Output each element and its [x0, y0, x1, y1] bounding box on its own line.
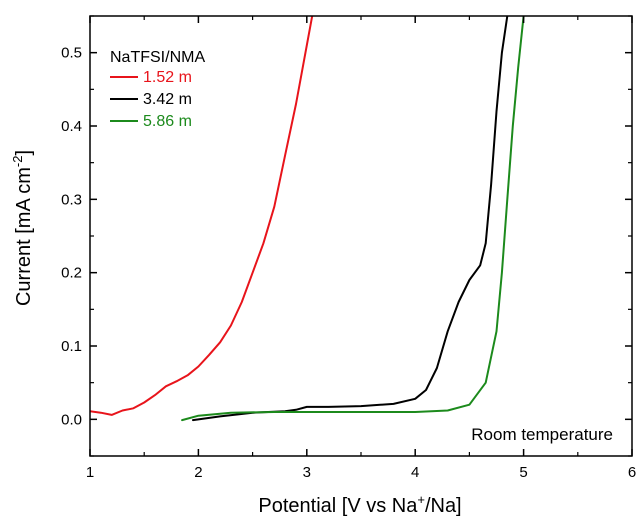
y-axis-label: Current [mA cm-2] — [10, 150, 35, 306]
x-tick-label: 3 — [303, 464, 311, 481]
axes: 1 2 3 4 5 6 0.0 0.1 0.2 0.3 0.4 0.5 — [61, 15, 636, 481]
series-group — [90, 16, 525, 422]
x-tick-label: 4 — [411, 464, 419, 481]
x-tick-label: 5 — [519, 464, 527, 481]
y-tick-label: 0.1 — [61, 338, 82, 355]
plot-area — [90, 16, 525, 422]
series-line-3 — [181, 16, 525, 422]
x-tick-label: 2 — [194, 464, 202, 481]
x-tick-label: 1 — [86, 464, 94, 481]
series-line-2 — [192, 16, 509, 422]
legend-label: 5.86 m — [143, 113, 192, 130]
y-tick-label: 0.0 — [61, 411, 82, 428]
legend-title: NaTFSI/NMA — [110, 49, 205, 66]
x-tick-label: 6 — [628, 464, 636, 481]
series-line-1 — [90, 16, 314, 416]
annotation-room-temperature: Room temperature — [471, 425, 613, 444]
y-tick-label: 0.5 — [61, 45, 82, 62]
x-axis-label: Potential [V vs Na+/Na] — [258, 492, 461, 517]
y-tick-label: 0.3 — [61, 191, 82, 208]
y-tick-label: 0.2 — [61, 265, 82, 282]
legend-label: 1.52 m — [143, 69, 192, 86]
legend: NaTFSI/NMA 1.52 m 3.42 m 5.86 m — [110, 49, 205, 130]
legend-label: 3.42 m — [143, 91, 192, 108]
y-tick-label: 0.4 — [61, 118, 82, 135]
